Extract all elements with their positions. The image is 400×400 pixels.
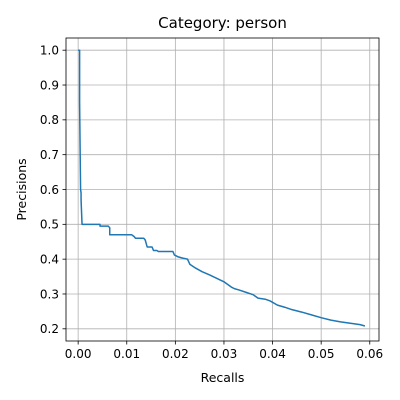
y-tick-label: 0.7	[40, 148, 59, 162]
y-tick-label: 0.4	[40, 252, 59, 266]
x-tick-label: 0.06	[356, 347, 383, 361]
y-tick-label: 0.8	[40, 113, 59, 127]
x-tick-label: 0.03	[211, 347, 238, 361]
x-tick-label: 0.01	[113, 347, 140, 361]
x-tick-label: 0.05	[308, 347, 335, 361]
y-tick-label: 0.5	[40, 218, 59, 232]
x-axis-label: Recalls	[201, 370, 245, 385]
precision-recall-line	[78, 49, 366, 327]
x-tick-label: 0.00	[65, 347, 92, 361]
x-axis-ticks: 0.00 0.01 0.02 0.03 0.04 0.05 0.06	[65, 341, 383, 361]
y-axis-label: Precisions	[14, 158, 29, 220]
y-axis-ticks: 0.2 0.3 0.4 0.5 0.6 0.7 0.8 0.9 1.0	[40, 43, 66, 336]
y-tick-label: 0.9	[40, 78, 59, 92]
chart-title: Category: person	[158, 14, 287, 32]
y-tick-label: 1.0	[40, 43, 59, 57]
y-tick-label: 0.3	[40, 287, 59, 301]
y-tick-label: 0.6	[40, 183, 59, 197]
x-tick-label: 0.02	[162, 347, 189, 361]
series-layer	[78, 49, 366, 327]
grid	[66, 38, 379, 341]
y-tick-label: 0.2	[40, 322, 59, 336]
x-tick-label: 0.04	[259, 347, 286, 361]
